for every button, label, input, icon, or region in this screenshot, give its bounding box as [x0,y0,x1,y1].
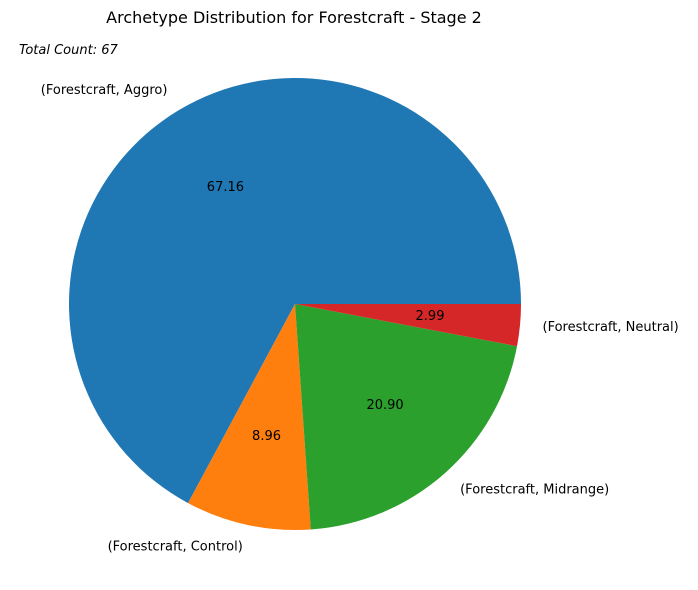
slice-value-0: 67.16 [207,180,244,195]
slice-label-2: (Forestcraft, Midrange) [460,482,609,497]
pie-slice-3 [295,304,521,347]
slice-value-3: 2.99 [416,309,445,324]
slice-label-0: (Forestcraft, Aggro) [41,83,168,98]
slice-label-3: (Forestcraft, Neutral) [543,320,679,335]
slice-value-2: 20.90 [366,398,403,413]
pie-slice-0 [69,77,522,504]
pie-labels: (Forestcraft, Aggro) 67.16 (Forestcraft, C… [41,83,679,554]
slice-value-1: 8.96 [252,429,281,444]
total-count-annotation: Total Count: 67 [19,43,118,58]
pie-slice-2 [295,304,518,530]
chart-title: Archetype Distribution for Forestcraft -… [106,8,482,27]
pie-slices [69,77,522,530]
slice-label-1: (Forestcraft, Control) [108,540,243,555]
pie-slice-1 [188,304,311,530]
